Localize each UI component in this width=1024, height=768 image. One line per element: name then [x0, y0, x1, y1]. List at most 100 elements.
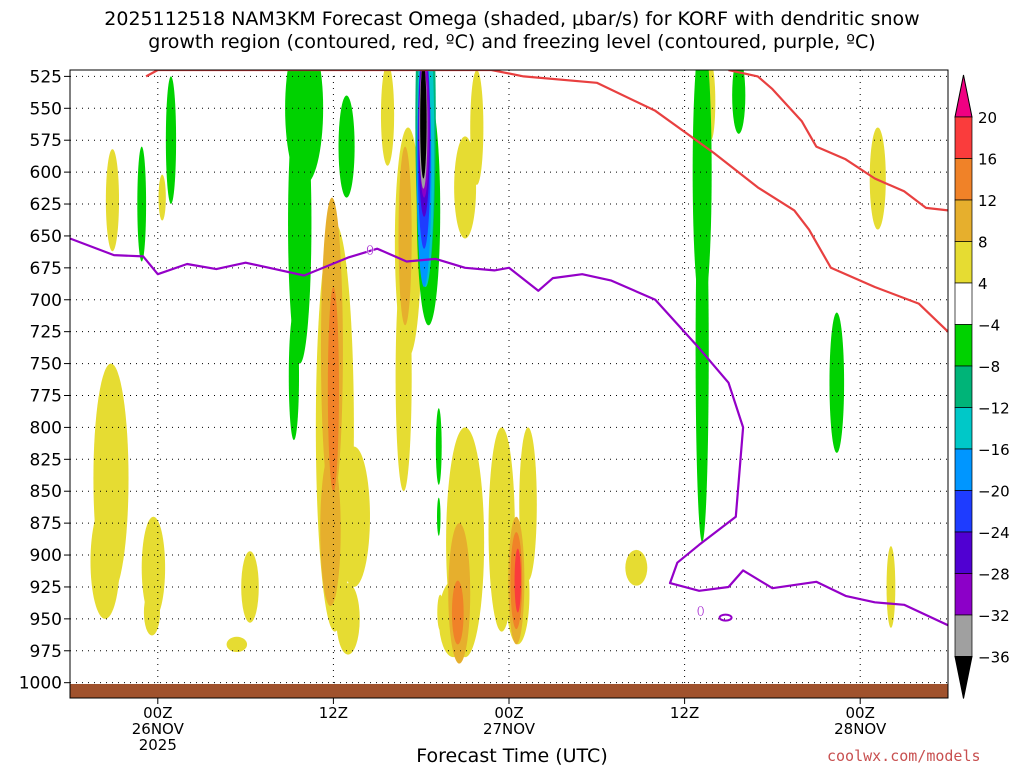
omega-blob-28 [398, 146, 412, 326]
omega-blob-21 [625, 549, 648, 586]
chart-title-line1: 2025112518 NAM3KM Forecast Omega (shaded… [104, 8, 920, 30]
omega-blob-15 [470, 70, 484, 185]
y-tick-label-575: 575 [30, 131, 62, 151]
colorbar-top-arrow [954, 74, 973, 118]
y-tick-label-875: 875 [30, 514, 62, 534]
omega-shading [90, 70, 896, 664]
omega-blob-40 [137, 146, 147, 262]
colorbar-label-11: −28 [978, 566, 1010, 584]
freezing-level-closed-contour [718, 613, 733, 622]
colorbar: 20 16 12 8 4 −4 −8 −12 −16 −20 −24 −28 −32 −36 [954, 74, 1010, 699]
y-tick-label-625: 625 [30, 195, 62, 215]
colorbar-swatch-3 [954, 199, 973, 242]
y-tick-label-925: 925 [30, 578, 62, 598]
grid [70, 70, 948, 698]
omega-blob-27 [320, 452, 341, 607]
contour-line-2 [70, 237, 948, 627]
colorbar-swatch-7 [954, 365, 973, 408]
omega-blob-14 [454, 136, 477, 239]
y-tick-label-750: 750 [30, 355, 62, 375]
y-tick-label-775: 775 [30, 386, 62, 406]
omega-blob-13 [395, 261, 412, 492]
omega-blob-6 [241, 551, 259, 623]
omega-blob-38 [338, 95, 355, 198]
colorbar-swatch-10 [954, 490, 973, 533]
colorbar-swatch-8 [954, 407, 973, 450]
y-tick-label-725: 725 [30, 323, 62, 343]
colorbar-swatch-12 [954, 573, 973, 616]
colorbar-swatch-6 [954, 324, 973, 367]
omega-blob-19 [519, 427, 537, 581]
y-tick-label-1000: 1000 [19, 674, 62, 694]
colorbar-label-2: 12 [978, 192, 997, 210]
omega-blob-39 [165, 76, 177, 205]
omega-blob-11 [380, 70, 395, 166]
contour-line-1 [728, 70, 948, 212]
colorbar-label-7: −12 [978, 400, 1010, 418]
omega-blob-36 [288, 82, 312, 364]
y-tick-label-525: 525 [30, 67, 62, 87]
x-tick-label-6-2: 2025 [139, 736, 177, 754]
colorbar-label-9: −20 [978, 483, 1010, 501]
omega-blob-10 [336, 583, 360, 655]
colorbar-swatch-1 [954, 116, 973, 159]
colorbar-label-8: −16 [978, 441, 1010, 459]
freezing-level-label-0: 0 [366, 244, 374, 259]
omega-blob-43 [437, 497, 441, 536]
colorbar-swatch-11 [954, 531, 973, 574]
omega-blob-31 [327, 286, 339, 492]
omega-blob-32 [451, 580, 464, 645]
chart-title-line2: growth region (contoured, red, ºC) and f… [148, 31, 876, 53]
colorbar-label-4: 4 [978, 275, 988, 293]
y-tick-label-550: 550 [30, 99, 62, 119]
y-tick-label-650: 650 [30, 227, 62, 247]
x-tick-label-42-0: 12Z [670, 704, 699, 722]
omega-blob-25 [437, 594, 444, 631]
x-tick-label-30-0: 00Z [494, 704, 523, 722]
colorbar-label-10: −24 [978, 524, 1010, 542]
omega-blob-3 [143, 589, 160, 636]
x-axis-label: Forecast Time (UTC) [416, 745, 608, 767]
y-tick-label-975: 975 [30, 642, 62, 662]
x-tick-label-6-0: 00Z [143, 704, 172, 722]
omega-blob-7 [226, 636, 248, 653]
omega-blob-46 [732, 70, 746, 134]
colorbar-swatch-2 [954, 158, 973, 201]
omega-blob-37 [288, 312, 300, 441]
omega-blob-23 [869, 127, 886, 230]
contour-line-0 [145, 70, 948, 333]
y-axis: 525 550 575 600 625 650 675 700 725 750 775 800 825 8… [19, 67, 70, 694]
omega-blob-47 [829, 312, 845, 453]
colorbar-swatch-9 [954, 448, 973, 491]
omega-blob-1 [90, 503, 120, 619]
contour-lines: 00 [70, 70, 948, 627]
x-tick-label-18-0: 12Z [319, 704, 348, 722]
x-tick-label-6-1: 26NOV [132, 720, 185, 738]
omega-blob-24 [886, 546, 896, 628]
omega-blob-9 [337, 446, 370, 587]
omega-blob-4 [105, 149, 120, 252]
y-tick-label-800: 800 [30, 418, 62, 438]
colorbar-label-6: −8 [978, 358, 1000, 376]
omega-blob-5 [158, 174, 166, 221]
colorbar-label-5: −4 [978, 317, 1000, 335]
x-tick-label-54-0: 00Z [846, 704, 875, 722]
colorbar-bottom-arrow [954, 656, 973, 699]
omega-blob-42 [435, 408, 442, 485]
colorbar-label-3: 8 [978, 234, 988, 252]
omega-blob-55 [420, 70, 427, 179]
x-tick-label-54-1: 28NOV [834, 720, 887, 738]
terrain-ground [70, 684, 948, 698]
y-tick-label-950: 950 [30, 610, 62, 630]
colorbar-label-12: −32 [978, 607, 1010, 625]
y-tick-label-850: 850 [30, 482, 62, 502]
x-tick-label-30-1: 27NOV [483, 720, 536, 738]
y-tick-label-700: 700 [30, 291, 62, 311]
colorbar-label-1: 16 [978, 151, 997, 169]
freezing-level-label-1: 0 [697, 605, 705, 620]
colorbar-label-0: 20 [978, 109, 997, 127]
colorbar-swatch-4 [954, 241, 973, 284]
y-tick-label-825: 825 [30, 450, 62, 470]
